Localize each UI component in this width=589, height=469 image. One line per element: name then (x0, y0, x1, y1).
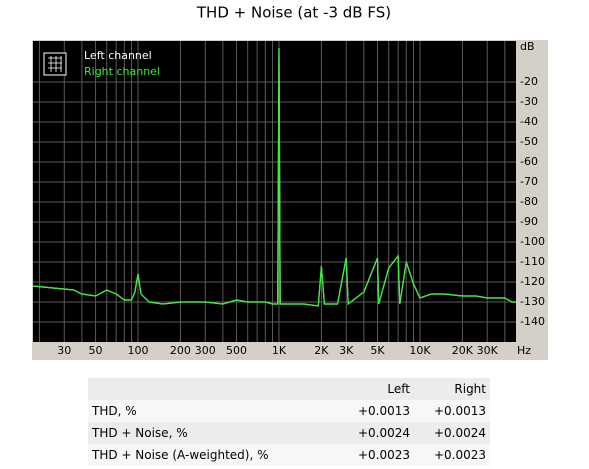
legend-label: Left channel (84, 49, 152, 62)
table-cell: +0.0013 (357, 404, 410, 418)
x-tick-label: 1K (272, 344, 287, 357)
x-tick-label: 10K (409, 344, 431, 357)
x-tick-label: 30K (477, 344, 499, 357)
legend-icon (43, 52, 67, 76)
table-cell: +0.0023 (433, 448, 486, 462)
table-cell: +0.0024 (433, 426, 486, 440)
header-cell (88, 378, 338, 400)
y-tick-label: -90 (520, 215, 538, 228)
x-tick-label: 200 (170, 344, 191, 357)
table-row: THD, % +0.0013 +0.0013 (88, 400, 490, 422)
x-tick-label: 5K (370, 344, 385, 357)
y-tick-label: -130 (520, 295, 545, 308)
table-cell: +0.0023 (357, 448, 410, 462)
y-tick-label: -20 (520, 75, 538, 88)
y-unit: dB (520, 40, 535, 53)
x-tick-label: 30 (57, 344, 71, 357)
y-tick-label: -40 (520, 115, 538, 128)
table-cell: +0.0024 (357, 426, 410, 440)
legend-label: Right channel (84, 65, 160, 78)
y-tick-label: -100 (520, 235, 545, 248)
table-row: THD + Noise, % +0.0024 +0.0024 (88, 422, 490, 444)
table-cell: THD, % (92, 404, 137, 418)
y-tick-label: -120 (520, 275, 545, 288)
chart-title: THD + Noise (at -3 dB FS) (196, 4, 391, 22)
y-tick-label: -140 (520, 315, 545, 328)
table-row: THD + Noise (A-weighted), % +0.0023 +0.002… (88, 444, 490, 466)
x-tick-label: 2K (314, 344, 329, 357)
table-cell: THD + Noise (A-weighted), % (92, 448, 269, 462)
x-tick-label: 100 (127, 344, 148, 357)
results-table: Left Right THD, % +0.0013 +0.0013 THD + Nois… (88, 378, 490, 466)
table-header: Left Right (88, 378, 490, 400)
header-cell: Right (454, 382, 486, 396)
y-tick-label: -80 (520, 195, 538, 208)
x-tick-label: 20K (452, 344, 474, 357)
x-tick-label: 500 (226, 344, 247, 357)
header-cell: Left (387, 382, 410, 396)
y-tick-label: -30 (520, 95, 538, 108)
x-unit: Hz (517, 344, 531, 357)
y-tick-label: -110 (520, 255, 545, 268)
legend: Left channel Right channel (43, 49, 160, 78)
table-cell: +0.0013 (433, 404, 486, 418)
series-line (32, 47, 516, 307)
chart: THD + Noise (at -3 dB FS) Left channel R… (32, 4, 548, 360)
x-tick-label: 50 (89, 344, 103, 357)
x-tick-label: 300 (195, 344, 216, 357)
y-tick-label: -50 (520, 135, 538, 148)
plot-area (33, 41, 516, 342)
y-tick-label: -70 (520, 175, 538, 188)
y-tick-label: -60 (520, 155, 538, 168)
table-cell: THD + Noise, % (92, 426, 188, 440)
x-tick-label: 3K (339, 344, 354, 357)
legend-icon-grid (48, 56, 62, 72)
